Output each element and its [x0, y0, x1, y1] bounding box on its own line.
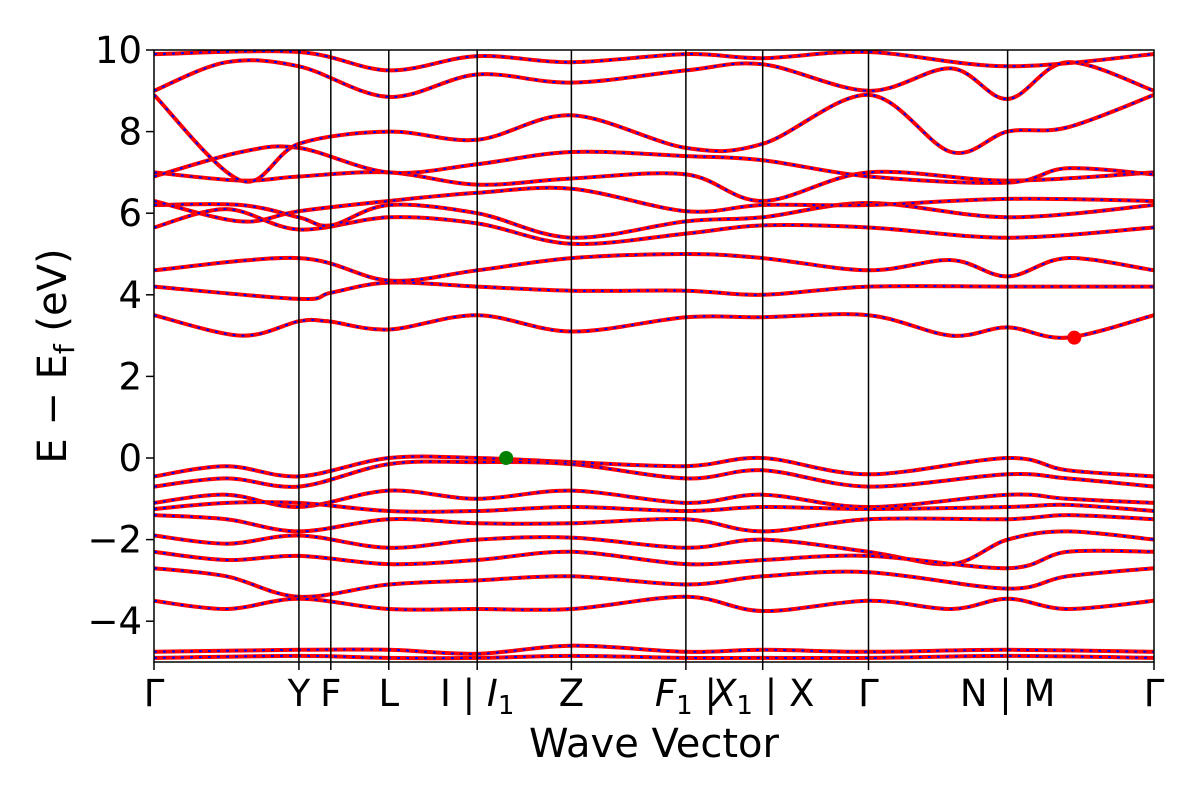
y-tick-label: 10 — [95, 29, 142, 72]
cbm-marker — [1067, 330, 1082, 345]
y-tick-label: 4 — [118, 274, 142, 317]
band-line-16 — [154, 513, 1154, 534]
band-lines — [154, 50, 1154, 661]
y-tick-label: −2 — [87, 519, 142, 562]
band-line-19-overlay — [154, 567, 1154, 598]
kpath-label-1: Y — [287, 672, 311, 715]
y-tick-label: 6 — [118, 192, 142, 235]
y-tick-label: −4 — [87, 600, 142, 643]
band-line-3 — [154, 251, 1154, 283]
band-line-6-overlay — [154, 186, 1154, 223]
kpath-label-10: Γ — [1144, 672, 1165, 715]
kpath-label-2: F — [320, 672, 341, 715]
band-line-20-overlay — [154, 595, 1154, 613]
band-line-22-overlay — [154, 654, 1154, 660]
band-line-2 — [154, 280, 1154, 302]
kpath-label-8: Γ — [858, 672, 879, 715]
y-tick-label: 8 — [118, 111, 142, 154]
y-tick-label: 2 — [118, 355, 142, 398]
band-line-21 — [154, 643, 1154, 656]
band-line-18 — [154, 548, 1154, 571]
band-line-9-overlay — [154, 93, 1154, 183]
kpath-label-4: I | I1 — [440, 672, 514, 721]
kpath-label-6: F1 | — [655, 672, 717, 721]
high-symmetry-lines — [298, 50, 1009, 662]
band-line-4 — [154, 207, 1154, 247]
vbm-marker — [499, 451, 514, 465]
band-line-11-overlay — [154, 50, 1154, 72]
y-tick-label: 0 — [118, 437, 142, 480]
band-edge-markers — [499, 330, 1082, 465]
axes-frame — [153, 49, 1155, 663]
x-axis-title: Wave Vector — [529, 721, 780, 767]
band-line-21-overlay — [154, 644, 1154, 655]
kpath-label-5: Z — [559, 672, 584, 715]
kpath-label-3: L — [378, 672, 399, 715]
band-line-5 — [154, 200, 1154, 240]
band-line-9 — [154, 92, 1154, 184]
y-axis-title: E − Ef (eV) — [30, 248, 81, 463]
band-line-22 — [154, 653, 1154, 661]
y-axis-title-subscript: f — [48, 343, 81, 354]
band-line-7 — [154, 169, 1154, 204]
band-line-7-overlay — [154, 170, 1154, 203]
kpath-label-7: X1 | X — [709, 672, 814, 721]
y-axis-title-main: E − E — [30, 354, 76, 464]
kpath-label-9: N | M — [960, 672, 1056, 715]
y-axis-title-unit: (eV) — [30, 248, 76, 344]
band-line-1 — [154, 312, 1154, 340]
band-line-3-overlay — [154, 252, 1154, 282]
kpath-label-0: Γ — [144, 672, 165, 715]
band-line-1-overlay — [154, 313, 1154, 339]
y-axis-ticks: −4 −2 0 2 4 6 8 10 — [87, 29, 154, 643]
